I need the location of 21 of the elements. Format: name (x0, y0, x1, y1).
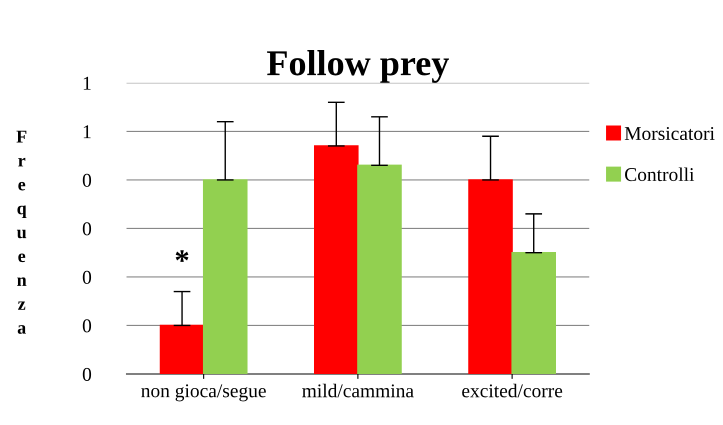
bar (468, 179, 513, 374)
x-tick-label: mild/cammina (302, 384, 414, 398)
y-tick-label: 0 (82, 319, 92, 332)
x-tick-label: non gioca/segue (141, 384, 266, 402)
bar (357, 164, 402, 374)
text: Frequenza (16, 130, 27, 334)
y-tick-label: 0 (82, 368, 92, 381)
y-tick-label: 1 (84, 125, 91, 138)
bar (314, 145, 359, 374)
x-tick-label: excited/corre (462, 384, 562, 398)
legend-label: Morsicatori (624, 126, 715, 140)
chart-title: Follow prey (267, 50, 449, 83)
bar (202, 179, 248, 374)
y-tick-label: 0 (82, 270, 92, 284)
y-tick-label: 0 (82, 222, 92, 236)
y-tick-label: 1 (84, 76, 91, 90)
legend-label: Controlli (625, 167, 694, 182)
annotation: * (176, 250, 188, 262)
y-tick-label: 0 (82, 174, 92, 187)
bar (160, 324, 204, 374)
bar (511, 252, 556, 374)
